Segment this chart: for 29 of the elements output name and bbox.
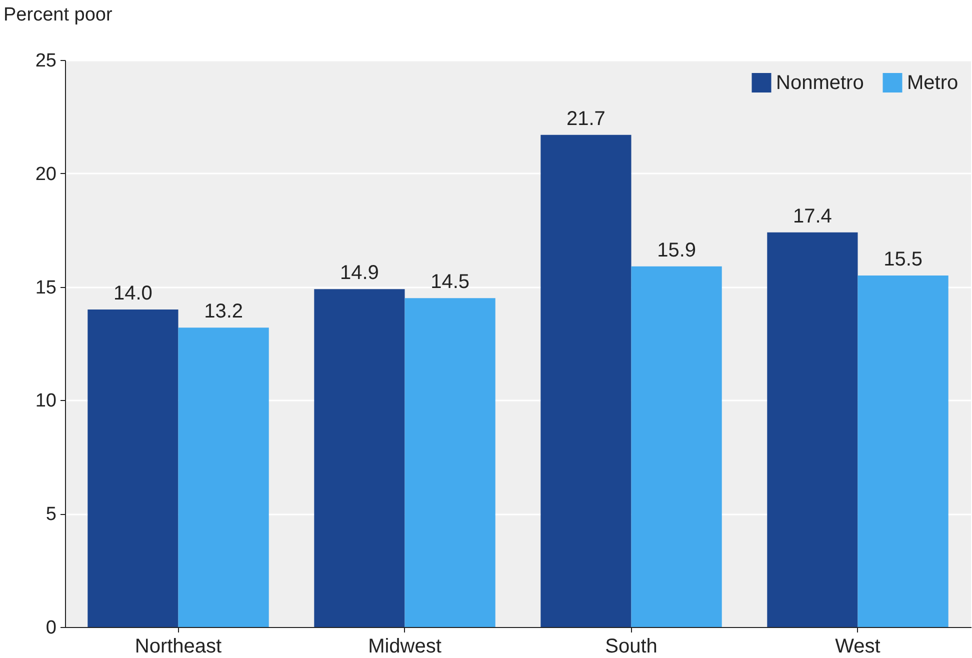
bar: [631, 266, 722, 627]
x-tick-label: Midwest: [368, 636, 442, 658]
y-axis-title: Percent poor: [4, 4, 113, 26]
bar: [88, 309, 178, 627]
data-label: 17.4: [792, 205, 832, 228]
x-tick-label: West: [835, 636, 881, 658]
bar: [404, 298, 496, 627]
y-tick-label: 5: [46, 504, 56, 526]
bar: [767, 232, 858, 627]
data-label: 14.5: [430, 271, 470, 294]
bar: [178, 328, 269, 627]
data-label: 14.0: [113, 282, 152, 304]
legend-label: Nonmetro: [776, 72, 864, 94]
x-tick-label: South: [605, 636, 658, 658]
legend-label: Metro: [907, 72, 958, 94]
data-label: 14.9: [340, 262, 379, 284]
y-tick-label: 25: [35, 50, 56, 72]
bar: [314, 289, 405, 627]
y-tick-label: 0: [46, 618, 56, 638]
data-label: 21.7: [566, 108, 606, 130]
y-tick-label: 20: [35, 164, 56, 185]
data-label: 15.9: [657, 239, 696, 262]
y-tick-label: 10: [35, 390, 56, 412]
data-label: 15.5: [884, 248, 923, 270]
data-label: 13.2: [204, 300, 244, 323]
x-tick-label: Northeast: [134, 636, 222, 658]
bar: [540, 134, 632, 627]
bar: [858, 275, 948, 627]
y-tick-label: 15: [35, 277, 56, 298]
